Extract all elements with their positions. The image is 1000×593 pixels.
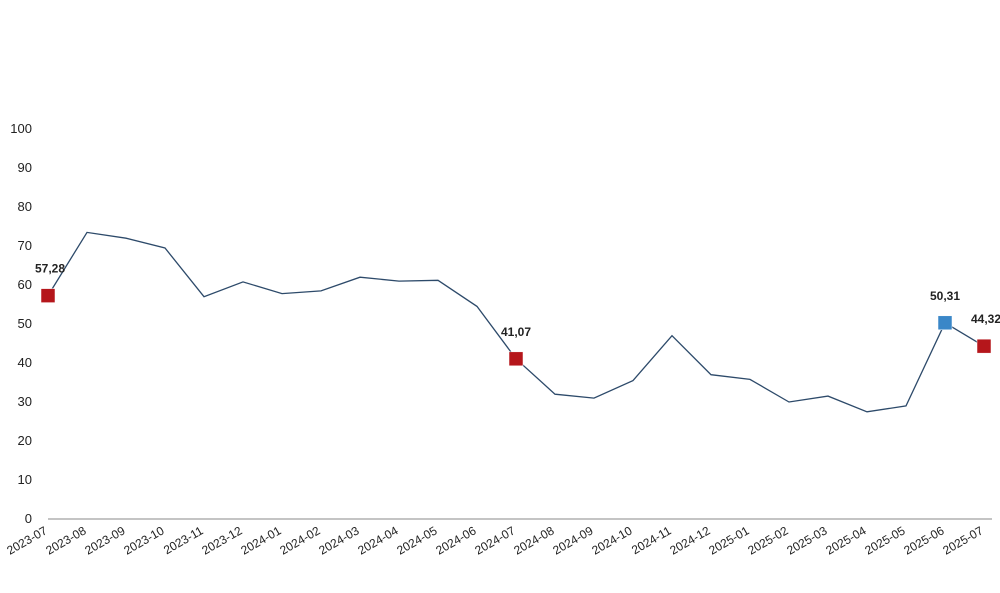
data-label: 50,31 [930,289,960,303]
x-tick-label: 2024-03 [316,523,361,557]
highlight-marker [937,315,953,331]
y-tick-label: 80 [18,199,32,214]
x-tick-label: 2024-02 [277,523,322,557]
x-tick-label: 2024-05 [394,523,439,557]
x-tick-label: 2025-01 [706,523,751,557]
y-tick-label: 20 [18,433,32,448]
highlight-marker [40,288,56,303]
x-tick-label: 2024-12 [667,523,712,557]
y-tick-label: 90 [18,160,32,175]
x-axis-ticks: 2023-072023-082023-092023-102023-112023-… [4,523,985,557]
x-tick-label: 2024-06 [433,523,478,557]
x-tick-label: 2024-09 [550,523,595,557]
highlight-marker [508,351,524,367]
x-tick-label: 2025-02 [745,523,790,557]
y-tick-label: 30 [18,394,32,409]
highlight-marker [976,338,992,354]
x-tick-label: 2023-12 [199,523,244,557]
y-tick-label: 50 [18,316,32,331]
highlight-markers [40,288,992,367]
x-tick-label: 2023-09 [82,523,127,557]
x-tick-label: 2024-08 [511,523,556,557]
x-tick-label: 2025-05 [862,523,907,557]
data-label: 41,07 [501,325,531,339]
y-tick-label: 40 [18,355,32,370]
series-line [47,231,985,413]
data-labels: 57,28 41,07 50,31 44,32 [35,262,1000,339]
x-tick-label: 2024-07 [472,523,517,557]
x-tick-label: 2024-10 [589,523,634,557]
x-tick-label: 2023-07 [4,523,49,557]
data-label: 44,32 [971,312,1000,326]
y-tick-label: 100 [10,121,32,136]
x-tick-label: 2025-07 [940,523,985,557]
y-tick-label: 0 [25,511,32,526]
y-tick-label: 70 [18,238,32,253]
x-tick-label: 2023-10 [121,523,166,557]
x-tick-label: 2023-08 [43,523,88,557]
x-tick-label: 2024-01 [238,523,283,557]
x-tick-label: 2025-03 [784,523,829,557]
x-tick-label: 2025-06 [901,523,946,557]
y-tick-label: 10 [18,472,32,487]
y-tick-label: 60 [18,277,32,292]
data-label: 57,28 [35,262,65,276]
x-tick-label: 2024-04 [355,523,400,557]
x-tick-label: 2024-11 [629,523,674,557]
x-tick-label: 2023-11 [161,523,206,557]
x-tick-label: 2025-04 [823,523,868,557]
y-axis-ticks: 0 10 20 30 40 50 60 70 80 90 100 [10,121,32,526]
